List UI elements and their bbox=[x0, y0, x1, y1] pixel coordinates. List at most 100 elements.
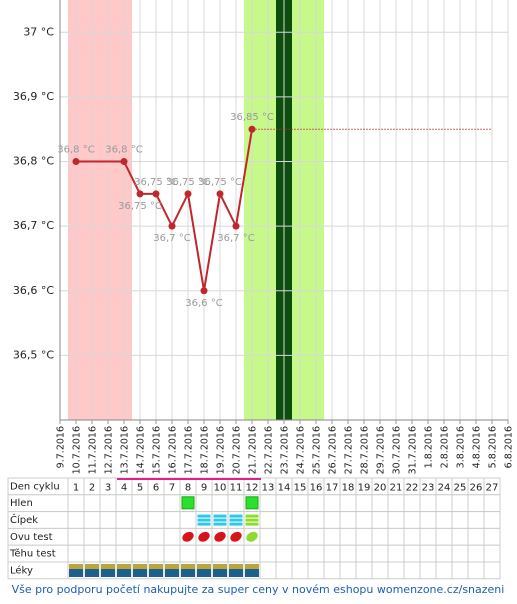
value-label: 36,8 °C bbox=[105, 145, 142, 156]
cipek-mark bbox=[245, 514, 259, 518]
x-tick-label: 17.7.2016 bbox=[184, 426, 195, 474]
cipek-mark bbox=[197, 522, 211, 526]
x-tick-label: 11.7.2016 bbox=[88, 426, 99, 474]
band bbox=[68, 0, 132, 420]
cipek-mark bbox=[245, 522, 259, 526]
point bbox=[136, 190, 144, 198]
leky-mark bbox=[213, 569, 227, 577]
x-tick-label: 6.8.2016 bbox=[504, 426, 515, 468]
cipek-mark bbox=[213, 522, 227, 526]
value-label: 36,75 °C bbox=[118, 201, 162, 212]
value-label: 36,75 °C bbox=[198, 177, 242, 188]
point bbox=[120, 158, 128, 166]
x-tick-label: 31.7.2016 bbox=[408, 426, 419, 474]
y-tick-label: 36,6 °C bbox=[13, 284, 54, 297]
value-label: 36,6 °C bbox=[185, 298, 222, 309]
leky-mark bbox=[133, 569, 147, 577]
x-tick-label: 22.7.2016 bbox=[264, 426, 275, 474]
x-tick-label: 23.7.2016 bbox=[280, 426, 291, 474]
table-row bbox=[7, 544, 501, 563]
cipek-mark bbox=[229, 518, 243, 522]
value-label: 36,7 °C bbox=[153, 233, 190, 244]
point bbox=[152, 190, 160, 198]
leky-mark bbox=[245, 569, 259, 577]
x-tick-label: 30.7.2016 bbox=[392, 426, 403, 474]
row-label: Těhu test bbox=[9, 548, 56, 560]
day-number: 19 bbox=[358, 482, 371, 493]
ovu-test-mark bbox=[246, 531, 258, 542]
day-number: 7 bbox=[169, 482, 175, 493]
day-number: 22 bbox=[406, 482, 419, 493]
point bbox=[184, 190, 192, 198]
leky-mark bbox=[229, 569, 243, 577]
x-tick-label: 12.7.2016 bbox=[104, 426, 115, 474]
y-tick-label: 36,8 °C bbox=[13, 155, 54, 168]
cipek-mark bbox=[213, 514, 227, 518]
x-tick-label: 1.8.2016 bbox=[424, 426, 435, 468]
leky-mark bbox=[101, 569, 115, 577]
cipek-mark bbox=[245, 518, 259, 522]
day-number: 4 bbox=[121, 482, 127, 493]
day-number: 21 bbox=[390, 482, 403, 493]
day-number: 6 bbox=[153, 482, 159, 493]
x-tick-label: 16.7.2016 bbox=[168, 426, 179, 474]
x-tick-label: 3.8.2016 bbox=[456, 426, 467, 468]
leky-mark bbox=[197, 569, 211, 577]
x-tick-label: 15.7.2016 bbox=[152, 426, 163, 474]
x-tick-label: 4.8.2016 bbox=[472, 426, 483, 468]
ovu-test-mark bbox=[214, 531, 226, 542]
cipek-mark bbox=[197, 518, 211, 522]
hlen-mark bbox=[181, 496, 195, 510]
x-tick-label: 9.7.2016 bbox=[56, 426, 67, 468]
ovu-test-mark bbox=[198, 531, 210, 542]
row-label: Ovu test bbox=[10, 532, 53, 543]
x-tick-label: 18.7.2016 bbox=[200, 426, 211, 474]
day-number: 9 bbox=[201, 482, 207, 493]
x-tick-label: 10.7.2016 bbox=[72, 426, 83, 474]
x-tick-label: 20.7.2016 bbox=[232, 426, 243, 474]
day-number: 13 bbox=[262, 482, 275, 493]
day-number: 18 bbox=[342, 482, 355, 493]
day-number: 1 bbox=[73, 482, 79, 493]
x-tick-label: 26.7.2016 bbox=[328, 426, 339, 474]
y-tick-label: 37 °C bbox=[23, 25, 54, 38]
day-number: 27 bbox=[486, 482, 499, 493]
x-tick-label: 24.7.2016 bbox=[296, 426, 307, 474]
footer-link[interactable]: Vše pro podporu početí nakupujte za supe… bbox=[12, 583, 505, 596]
x-tick-label: 13.7.2016 bbox=[120, 426, 131, 474]
day-number: 8 bbox=[185, 482, 191, 493]
x-tick-label: 28.7.2016 bbox=[360, 426, 371, 474]
hlen-mark bbox=[245, 496, 259, 510]
day-number: 16 bbox=[310, 482, 323, 493]
y-tick-label: 36,5 °C bbox=[13, 348, 54, 361]
point bbox=[168, 222, 176, 230]
x-tick-label: 21.7.2016 bbox=[248, 426, 259, 474]
point bbox=[232, 222, 240, 230]
x-tick-label: 19.7.2016 bbox=[216, 426, 227, 474]
day-number: 2 bbox=[89, 482, 95, 493]
temperature-line bbox=[76, 129, 253, 291]
leky-mark bbox=[117, 569, 131, 577]
value-label: 36,75 °C bbox=[166, 177, 210, 188]
y-tick-label: 36,9 °C bbox=[13, 90, 54, 103]
day-number: 5 bbox=[137, 482, 143, 493]
day-number: 12 bbox=[246, 482, 259, 493]
x-tick-label: 5.8.2016 bbox=[488, 426, 499, 468]
x-tick-label: 2.8.2016 bbox=[440, 426, 451, 468]
point bbox=[248, 125, 256, 133]
x-tick-label: 29.7.2016 bbox=[376, 426, 387, 474]
day-number: 11 bbox=[230, 482, 243, 493]
x-tick-label: 25.7.2016 bbox=[312, 426, 323, 474]
day-number: 17 bbox=[326, 482, 339, 493]
day-number: 23 bbox=[422, 482, 435, 493]
row-label: Léky bbox=[10, 564, 33, 576]
y-tick-label: 36,7 °C bbox=[13, 219, 54, 232]
value-label: 36,7 °C bbox=[217, 233, 254, 244]
leky-mark bbox=[165, 569, 179, 577]
row-label: Hlen bbox=[10, 498, 33, 509]
value-label: 36,8 °C bbox=[57, 145, 94, 156]
leky-mark bbox=[181, 569, 195, 577]
point bbox=[200, 287, 208, 295]
ovu-test-mark bbox=[230, 531, 242, 542]
